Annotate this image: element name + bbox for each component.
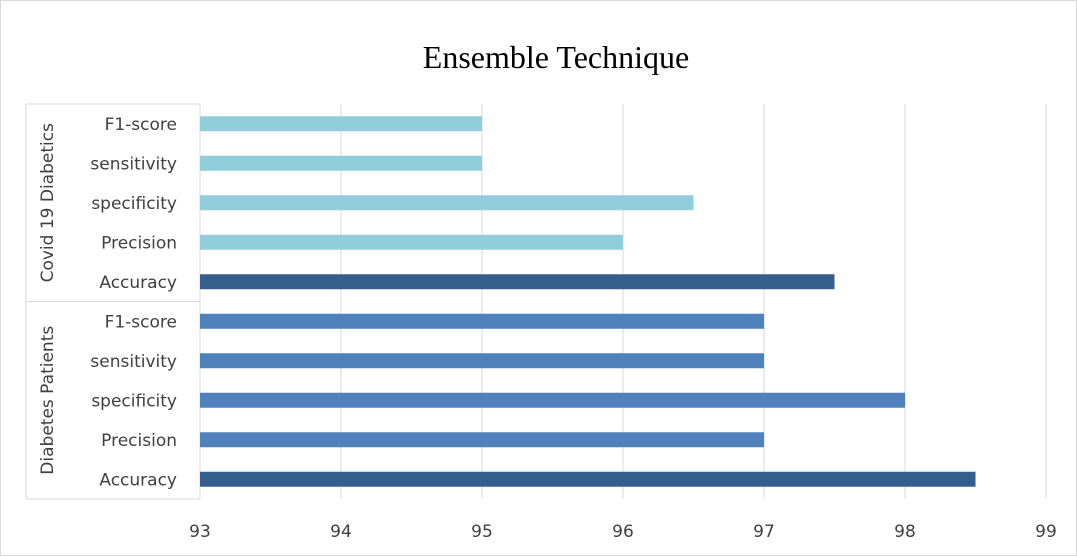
bars [200, 116, 976, 487]
category-label: F1-score [105, 312, 177, 332]
bar [200, 234, 623, 250]
category-label: F1-score [105, 115, 177, 135]
category-axis: Diabetes Patients Accuracy Precision specif… [25, 103, 201, 500]
bar [200, 353, 764, 369]
category-label: sensitivity [90, 154, 177, 174]
x-tick-label: 95 [471, 522, 493, 542]
chart-title: Ensemble Technique [423, 39, 689, 75]
value-axis-ticks: 93 94 95 96 97 98 99 [189, 522, 1057, 542]
x-tick-label: 99 [1035, 522, 1057, 542]
bar [200, 274, 835, 290]
x-tick-label: 97 [753, 522, 775, 542]
x-tick-label: 96 [612, 522, 634, 542]
category-label: Precision [101, 233, 177, 253]
category-label: sensitivity [90, 352, 177, 372]
bar [200, 155, 482, 171]
category-label: Accuracy [99, 470, 177, 490]
category-label: Precision [101, 431, 177, 451]
category-label: specificity [91, 391, 177, 411]
bar [200, 116, 482, 132]
bar [200, 313, 764, 329]
group-label: Diabetes Patients [38, 326, 58, 475]
bar [200, 471, 976, 487]
category-label: Accuracy [99, 273, 177, 293]
category-label: specificity [91, 194, 177, 214]
x-tick-label: 94 [330, 522, 352, 542]
x-tick-label: 98 [894, 522, 916, 542]
group-label: Covid 19 Diabetics [38, 123, 58, 283]
bar [200, 195, 694, 211]
bar [200, 432, 764, 448]
bar [200, 392, 905, 408]
x-tick-label: 93 [189, 522, 211, 542]
